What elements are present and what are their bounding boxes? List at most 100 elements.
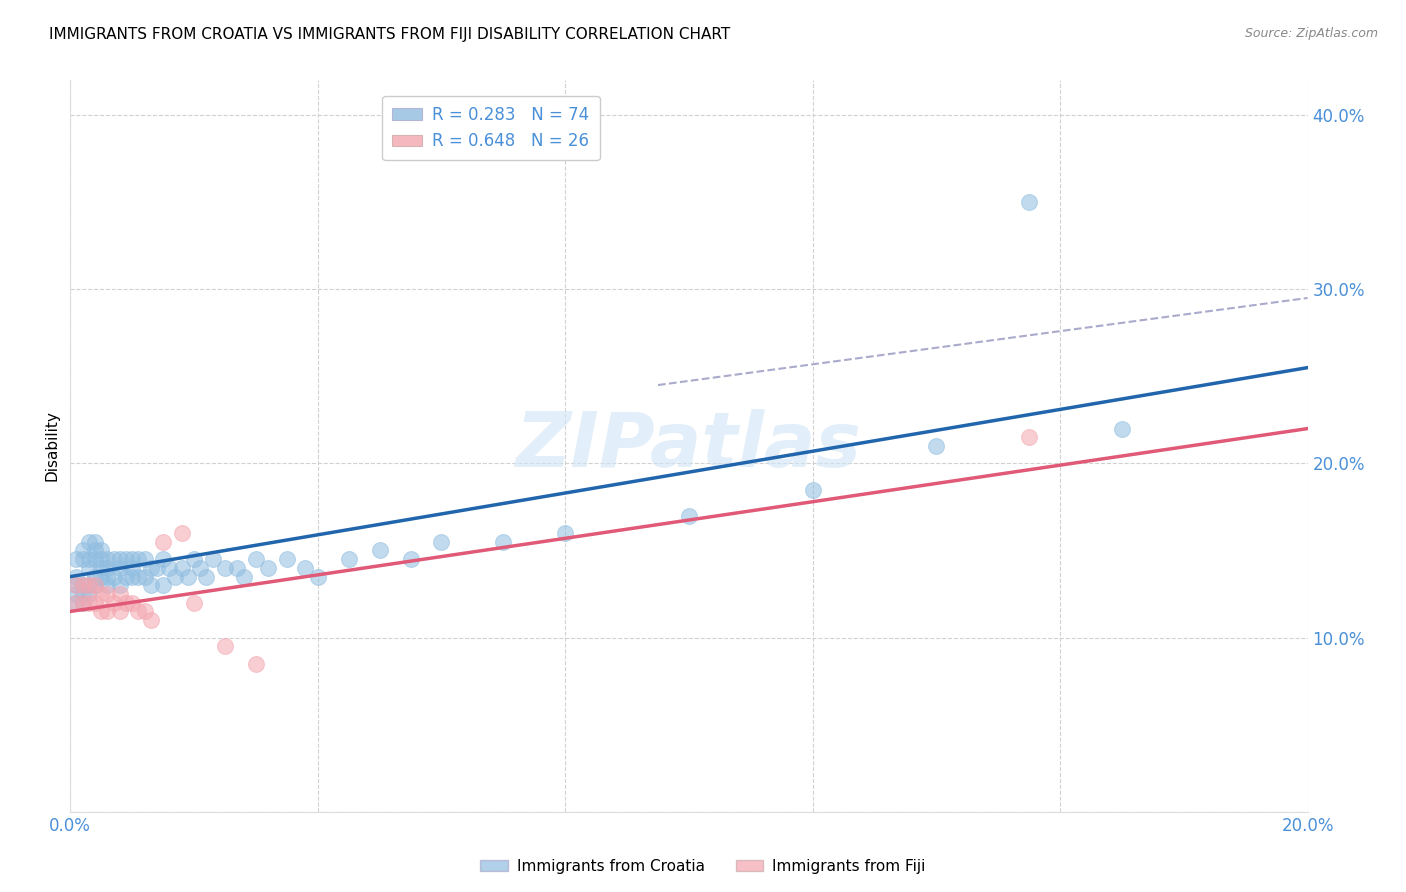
- Point: [245, 552, 267, 566]
- Point: [65, 552, 87, 566]
- Legend: R = 0.283   N = 74, R = 0.648   N = 26: R = 0.283 N = 74, R = 0.648 N = 26: [382, 96, 599, 161]
- Point: [139, 561, 162, 575]
- Point: [115, 569, 138, 583]
- Legend: Immigrants from Croatia, Immigrants from Fiji: Immigrants from Croatia, Immigrants from…: [474, 853, 932, 880]
- Point: [84, 578, 107, 592]
- Point: [90, 569, 112, 583]
- Point: [77, 534, 100, 549]
- Point: [84, 543, 107, 558]
- Point: [139, 613, 162, 627]
- Point: [77, 578, 100, 592]
- Point: [65, 587, 87, 601]
- Point: [96, 587, 118, 601]
- Point: [430, 534, 453, 549]
- Point: [1018, 430, 1040, 444]
- Point: [108, 561, 131, 575]
- Point: [84, 534, 107, 549]
- Point: [77, 587, 100, 601]
- Point: [65, 569, 87, 583]
- Point: [90, 543, 112, 558]
- Point: [90, 587, 112, 601]
- Point: [90, 604, 112, 618]
- Point: [121, 569, 143, 583]
- Point: [170, 561, 193, 575]
- Point: [368, 543, 391, 558]
- Point: [1111, 421, 1133, 435]
- Point: [337, 552, 360, 566]
- Point: [77, 596, 100, 610]
- Point: [77, 561, 100, 575]
- Point: [96, 552, 118, 566]
- Point: [307, 569, 329, 583]
- Point: [134, 569, 156, 583]
- Point: [103, 552, 125, 566]
- Point: [103, 569, 125, 583]
- Point: [165, 569, 187, 583]
- Point: [65, 596, 87, 610]
- Point: [188, 561, 211, 575]
- Point: [183, 596, 205, 610]
- Point: [65, 578, 87, 592]
- Point: [84, 596, 107, 610]
- Point: [134, 604, 156, 618]
- Text: IMMIGRANTS FROM CROATIA VS IMMIGRANTS FROM FIJI DISABILITY CORRELATION CHART: IMMIGRANTS FROM CROATIA VS IMMIGRANTS FR…: [49, 27, 731, 42]
- Point: [108, 578, 131, 592]
- Point: [678, 508, 700, 523]
- Point: [96, 578, 118, 592]
- Point: [139, 578, 162, 592]
- Point: [77, 552, 100, 566]
- Point: [177, 569, 200, 583]
- Point: [146, 561, 169, 575]
- Point: [257, 561, 280, 575]
- Y-axis label: Disability: Disability: [44, 410, 59, 482]
- Point: [65, 578, 87, 592]
- Point: [72, 587, 94, 601]
- Point: [127, 604, 149, 618]
- Point: [84, 569, 107, 583]
- Point: [121, 561, 143, 575]
- Point: [108, 587, 131, 601]
- Point: [72, 596, 94, 610]
- Point: [170, 526, 193, 541]
- Point: [1018, 195, 1040, 210]
- Point: [276, 552, 298, 566]
- Point: [183, 552, 205, 566]
- Point: [226, 561, 249, 575]
- Point: [492, 534, 515, 549]
- Point: [90, 552, 112, 566]
- Point: [96, 561, 118, 575]
- Point: [925, 439, 948, 453]
- Point: [134, 552, 156, 566]
- Point: [96, 604, 118, 618]
- Point: [214, 561, 236, 575]
- Point: [90, 561, 112, 575]
- Point: [115, 596, 138, 610]
- Point: [96, 569, 118, 583]
- Text: Source: ZipAtlas.com: Source: ZipAtlas.com: [1244, 27, 1378, 40]
- Point: [72, 552, 94, 566]
- Point: [77, 578, 100, 592]
- Point: [195, 569, 218, 583]
- Point: [157, 561, 180, 575]
- Point: [84, 578, 107, 592]
- Point: [72, 596, 94, 610]
- Point: [108, 604, 131, 618]
- Point: [245, 657, 267, 671]
- Point: [214, 640, 236, 654]
- Point: [121, 552, 143, 566]
- Point: [399, 552, 422, 566]
- Point: [115, 552, 138, 566]
- Point: [152, 578, 174, 592]
- Point: [554, 526, 576, 541]
- Point: [201, 552, 224, 566]
- Point: [127, 569, 149, 583]
- Point: [121, 596, 143, 610]
- Text: ZIPatlas: ZIPatlas: [516, 409, 862, 483]
- Point: [127, 552, 149, 566]
- Point: [65, 596, 87, 610]
- Point: [294, 561, 316, 575]
- Point: [103, 596, 125, 610]
- Point: [152, 552, 174, 566]
- Point: [232, 569, 254, 583]
- Point: [801, 483, 824, 497]
